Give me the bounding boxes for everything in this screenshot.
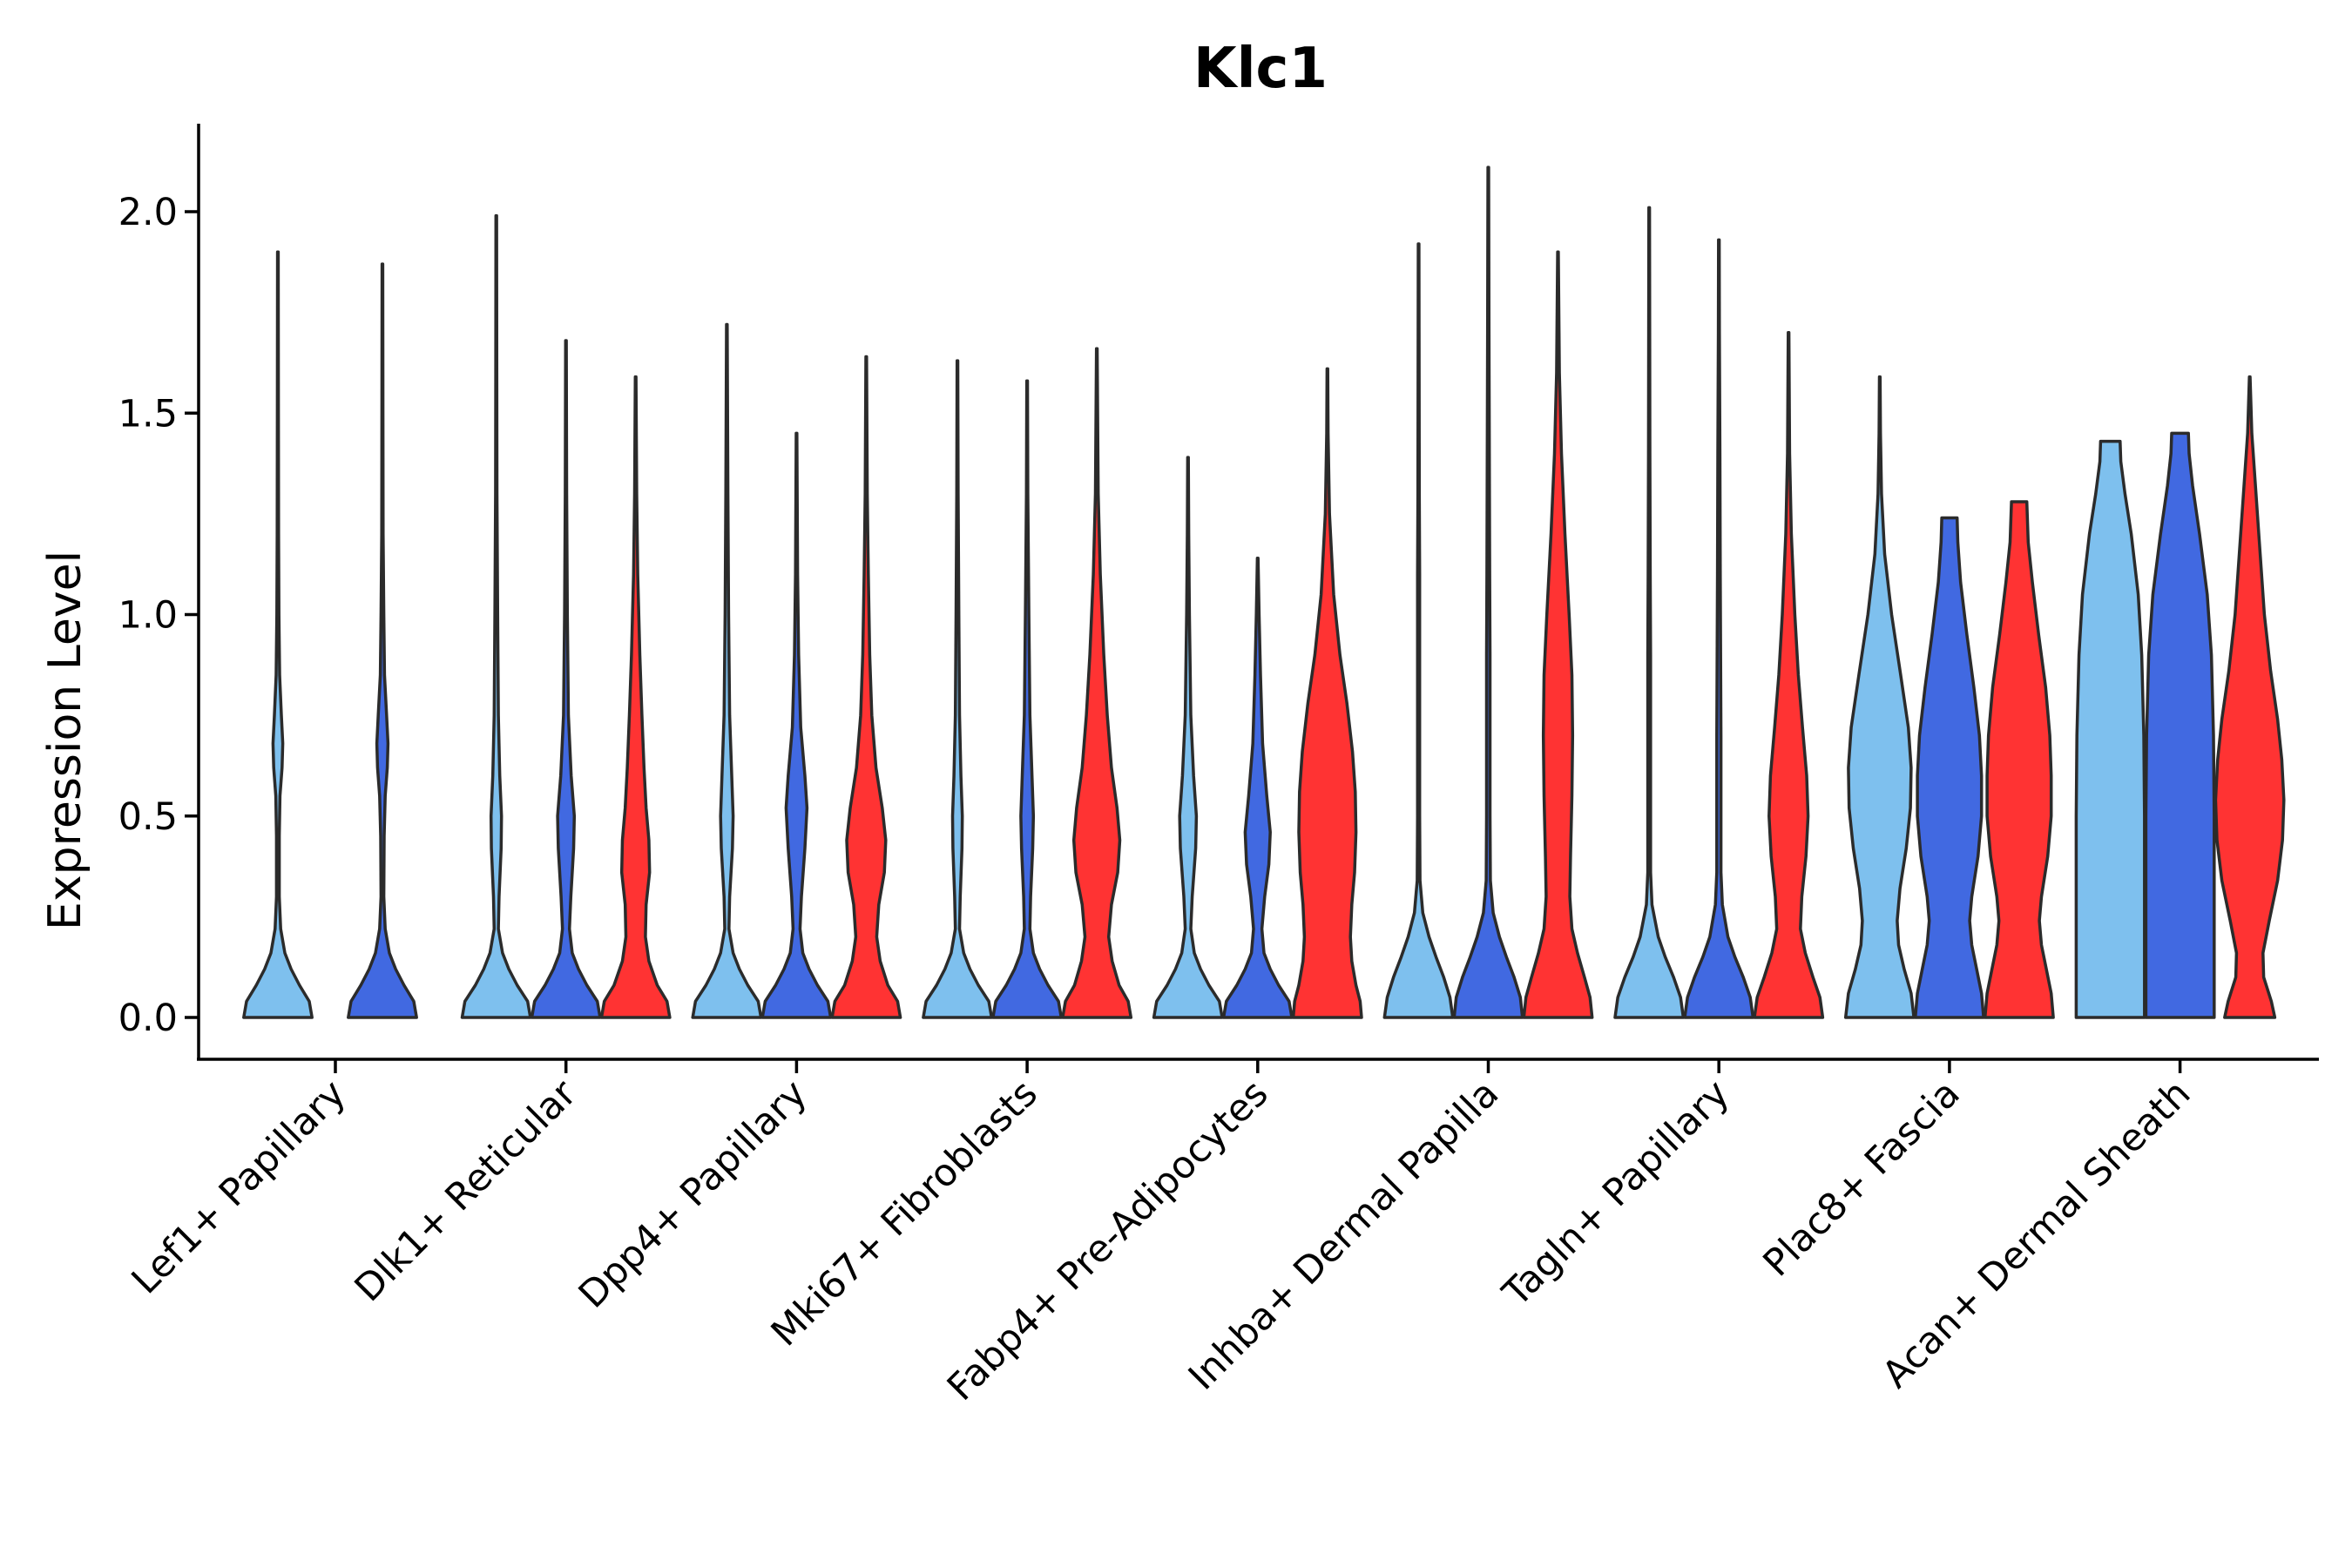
violin-8-light-blue xyxy=(2074,439,2146,1019)
violin-7-red xyxy=(1983,500,2055,1019)
violin-2-light-blue xyxy=(691,322,763,1019)
violin-6-royal-blue xyxy=(1683,238,1755,1019)
violin-3-red xyxy=(1061,347,1133,1019)
violin-1-red xyxy=(599,375,672,1019)
violin-8-red xyxy=(2213,375,2286,1019)
violin-7-royal-blue xyxy=(1913,516,1985,1019)
violin-3-light-blue xyxy=(922,359,994,1019)
violin-1-royal-blue xyxy=(530,339,602,1019)
x-tick-label: Tagln+ Papillary xyxy=(1494,1071,1738,1315)
x-tick-label: Dpp4+ Papillary xyxy=(571,1071,815,1316)
violin-6-red xyxy=(1753,331,1825,1019)
chart-title: Klc1 xyxy=(1193,37,1328,101)
x-tick-label: Lef1+ Papillary xyxy=(124,1071,355,1302)
violin-8-royal-blue xyxy=(2144,431,2216,1019)
violin-4-royal-blue xyxy=(1221,557,1294,1019)
violin-5-light-blue xyxy=(1382,242,1455,1019)
violin-0-light-blue xyxy=(242,250,314,1019)
y-tick-label: 1.0 xyxy=(118,594,178,638)
violin-3-royal-blue xyxy=(991,379,1064,1019)
violin-5-red xyxy=(1522,250,1594,1019)
violin-4-red xyxy=(1291,367,1363,1019)
x-tick-label: Mki67+ Fibroblasts xyxy=(763,1071,1046,1355)
y-ticks: 0.0 0.5 1.0 1.5 2.0 xyxy=(118,191,199,1040)
violin-2-red xyxy=(830,355,902,1019)
y-tick-label: 0.5 xyxy=(118,795,178,839)
violin-5-royal-blue xyxy=(1452,166,1524,1019)
y-tick-label: 2.0 xyxy=(118,191,178,234)
x-tick-label: Plac8+ Fascia xyxy=(1755,1071,1969,1285)
violin-7-light-blue xyxy=(1843,375,1916,1019)
violin-2-royal-blue xyxy=(760,431,833,1019)
violins-layer xyxy=(242,166,2286,1019)
y-tick-label: 1.5 xyxy=(118,392,178,436)
violin-4-light-blue xyxy=(1152,456,1224,1019)
x-tick-label: Dlk1+ Reticular xyxy=(347,1071,585,1310)
violin-0-royal-blue xyxy=(347,262,418,1019)
violin-1-light-blue xyxy=(460,213,532,1019)
violin-6-light-blue xyxy=(1613,206,1686,1019)
y-axis-label: Expression Level xyxy=(39,551,91,930)
y-tick-label: 0.0 xyxy=(118,997,178,1040)
